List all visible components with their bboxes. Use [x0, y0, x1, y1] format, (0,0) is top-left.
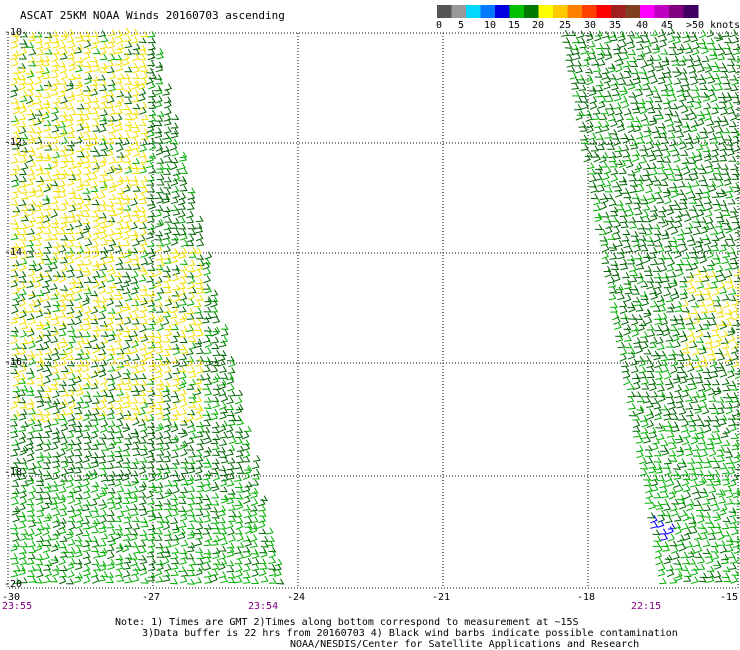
lon-label-21: -21	[432, 592, 451, 603]
scale-swatch	[567, 5, 583, 18]
scale-swatch	[466, 5, 481, 18]
scale-swatch	[524, 5, 539, 18]
scale-label: 30	[584, 20, 597, 31]
lon-label-27: -27	[142, 592, 161, 603]
right-swath-wind-barbs	[561, 27, 740, 585]
scale-swatch	[582, 5, 597, 18]
note-line-3: NOAA/NESDIS/Center for Satellite Applica…	[290, 639, 640, 650]
lat-label-12: -12	[4, 137, 23, 148]
scale-label: 10	[484, 20, 497, 31]
left-swath-wind-barbs	[9, 27, 285, 585]
scale-label: 35	[609, 20, 622, 31]
scale-label: 45	[661, 20, 674, 31]
note-line-1: Note: 1) Times are GMT 2)Times along bot…	[115, 617, 579, 628]
scale-swatch	[509, 5, 525, 18]
note-line-2: 3)Data buffer is 22 hrs from 20160703 4)…	[142, 628, 678, 639]
lon-label-18: -18	[577, 592, 596, 603]
lat-label-10: -10	[4, 27, 23, 38]
scale-swatch	[553, 5, 568, 18]
lon-label-30: -30	[2, 592, 21, 603]
swath-time-1: 23:55	[2, 601, 33, 612]
map-title: ASCAT 25KM NOAA Winds 20160703 ascending	[20, 9, 285, 22]
wind-speed-color-scale	[437, 5, 699, 18]
scale-swatch	[654, 5, 670, 18]
scale-swatch	[611, 5, 626, 18]
scale-swatch	[538, 5, 554, 18]
scale-swatch	[451, 5, 467, 18]
scale-label: 20	[532, 20, 545, 31]
scale-swatch	[437, 5, 452, 18]
lat-label-20: -20	[4, 579, 23, 590]
lat-label-18: -18	[4, 467, 23, 478]
scale-label: 25	[559, 20, 572, 31]
lat-label-16: -16	[4, 357, 23, 368]
swath-time-3: 22:15	[631, 601, 662, 612]
scale-swatch	[683, 5, 699, 18]
scale-label: 0	[436, 20, 443, 31]
scale-swatch	[480, 5, 496, 18]
scale-label: 15	[508, 20, 521, 31]
scale-label: >50 knots	[686, 20, 740, 31]
lon-label-15: -15	[720, 592, 739, 603]
scale-swatch	[640, 5, 655, 18]
scale-swatch	[596, 5, 612, 18]
scale-label: 40	[636, 20, 649, 31]
swath-time-2: 23:54	[248, 601, 279, 612]
scale-label: 5	[458, 20, 465, 31]
scale-swatch	[495, 5, 510, 18]
scale-swatch	[669, 5, 684, 18]
lon-label-24: -24	[287, 592, 306, 603]
map-frame	[7, 32, 739, 589]
scale-swatch	[625, 5, 641, 18]
lat-label-14: -14	[4, 247, 23, 258]
